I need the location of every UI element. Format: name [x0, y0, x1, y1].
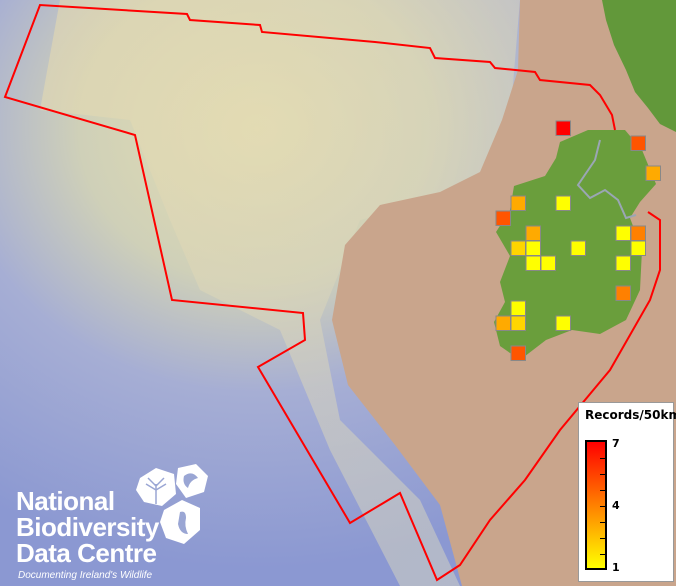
legend: Records/50km 7 4 1: [578, 402, 676, 582]
record-cell[interactable]: [615, 255, 631, 271]
record-cell[interactable]: [525, 225, 541, 241]
record-cell[interactable]: [645, 165, 661, 181]
legend-max-label: 7: [612, 437, 620, 450]
logo-hexagons-icon: [136, 464, 208, 544]
record-cell[interactable]: [510, 345, 526, 361]
record-cell[interactable]: [555, 315, 571, 331]
eez-boundary: [3, 3, 661, 582]
record-cell[interactable]: [495, 210, 511, 226]
record-cell[interactable]: [555, 120, 571, 136]
record-cells: [495, 120, 661, 361]
ramp-tick: [600, 522, 605, 523]
record-cell[interactable]: [630, 225, 646, 241]
ramp-tick: [600, 506, 605, 507]
record-cell[interactable]: [525, 255, 541, 271]
logo-tagline: Documenting Ireland's Wildlife: [18, 570, 153, 581]
ramp-tick: [600, 490, 605, 491]
color-ramp: [585, 440, 607, 570]
record-cell[interactable]: [525, 240, 541, 256]
logo-line-3: Data Centre: [16, 538, 157, 568]
record-cell[interactable]: [630, 240, 646, 256]
logo-line-2: Biodiversity: [16, 512, 159, 542]
ramp-tick: [600, 474, 605, 475]
record-cell[interactable]: [510, 315, 526, 331]
ramp-tick: [600, 554, 605, 555]
legend-mid-label: 4: [612, 499, 620, 512]
britain-landmass: [602, 0, 676, 132]
record-cell[interactable]: [555, 195, 571, 211]
ramp-tick: [600, 458, 605, 459]
record-cell[interactable]: [615, 285, 631, 301]
record-cell[interactable]: [540, 255, 556, 271]
record-cell[interactable]: [630, 135, 646, 151]
logo-line-1: National: [16, 486, 115, 516]
ramp-tick: [600, 538, 605, 539]
legend-title: Records/50km: [585, 408, 676, 422]
record-cell[interactable]: [615, 225, 631, 241]
record-cell[interactable]: [510, 195, 526, 211]
legend-min-label: 1: [612, 561, 620, 574]
record-cell[interactable]: [510, 240, 526, 256]
border-line: [576, 139, 637, 220]
record-cell[interactable]: [570, 240, 586, 256]
nbdc-logo: National Biodiversity Data Centre Docume…: [16, 464, 216, 584]
record-cell[interactable]: [510, 300, 526, 316]
continental-shelf: [40, 0, 520, 586]
record-cell[interactable]: [495, 315, 511, 331]
